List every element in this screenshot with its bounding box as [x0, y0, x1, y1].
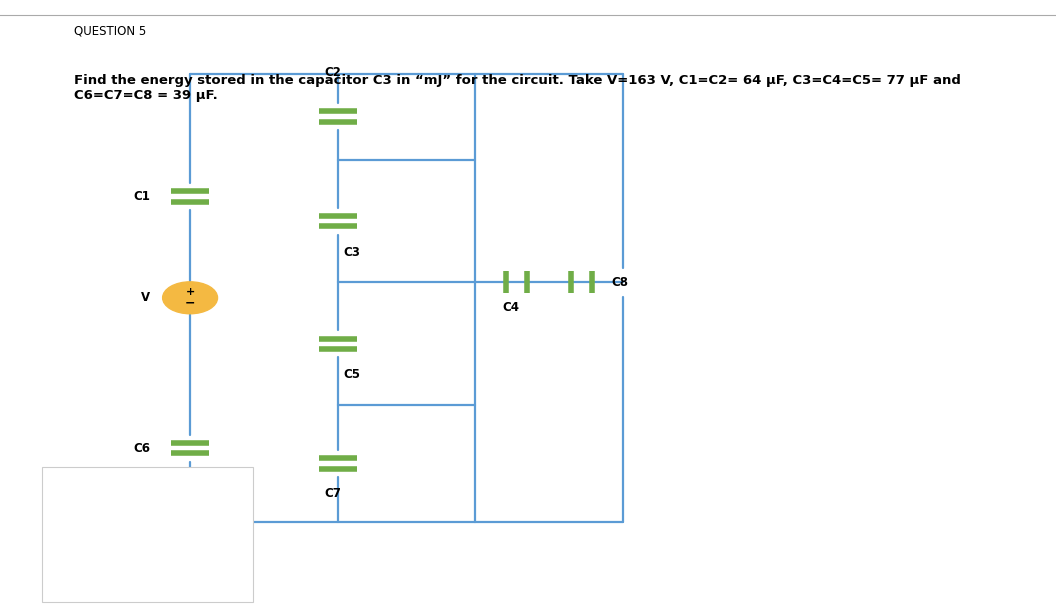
- Text: C3: C3: [343, 246, 360, 258]
- Text: C6: C6: [133, 441, 150, 455]
- Text: C5: C5: [343, 368, 360, 381]
- Text: V: V: [140, 291, 150, 305]
- Circle shape: [163, 282, 218, 314]
- Text: C4: C4: [503, 301, 520, 314]
- Text: +: +: [186, 287, 194, 297]
- Text: C8: C8: [611, 276, 628, 289]
- Text: Find the energy stored in the capacitor C3 in “mJ” for the circuit. Take V=163 V: Find the energy stored in the capacitor …: [74, 74, 961, 102]
- Text: −: −: [185, 297, 195, 310]
- Text: C7: C7: [324, 487, 341, 500]
- Text: C1: C1: [133, 190, 150, 203]
- Text: C2: C2: [324, 66, 341, 79]
- Text: QUESTION 5: QUESTION 5: [74, 25, 146, 37]
